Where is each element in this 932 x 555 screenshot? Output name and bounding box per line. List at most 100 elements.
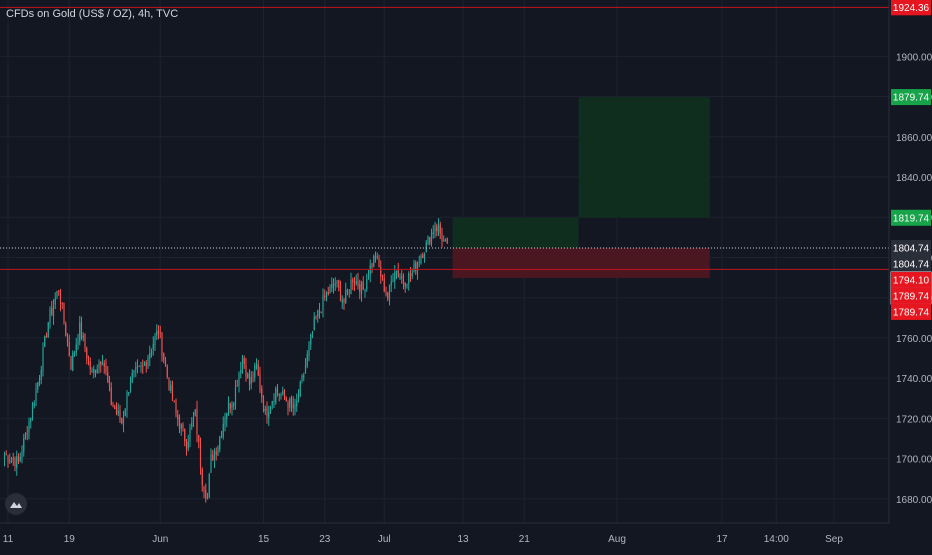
candle-body	[390, 281, 392, 286]
candle-body	[320, 311, 322, 313]
candle-body	[72, 353, 74, 371]
candle-body	[259, 374, 261, 390]
candle-body	[208, 474, 210, 498]
candle-body	[163, 353, 165, 360]
candle-body	[315, 316, 317, 318]
candle-body	[362, 282, 364, 290]
candle-body	[75, 344, 77, 353]
candle-body	[59, 291, 62, 304]
candle-body	[115, 407, 118, 414]
candle-body	[324, 295, 326, 297]
candle-body	[117, 410, 119, 415]
candle-body	[357, 280, 359, 287]
x-tick-label: 11	[3, 534, 14, 545]
candle-body	[161, 332, 163, 356]
candle-body	[86, 348, 88, 359]
candle-body	[3, 454, 6, 459]
candle-body	[84, 334, 86, 349]
tradingview-logo-icon[interactable]	[5, 493, 27, 515]
candle-body	[434, 227, 436, 232]
candle-body	[283, 391, 286, 398]
candle-body	[10, 459, 13, 462]
candle-body	[278, 393, 280, 396]
x-tick-label: Jun	[152, 534, 168, 545]
x-tick-label: 14:00	[764, 534, 789, 545]
candle-body	[240, 369, 242, 373]
candle-body	[154, 335, 156, 346]
candle-body	[35, 389, 37, 402]
candle-body	[110, 387, 112, 405]
candle-body	[289, 398, 291, 408]
candle-body	[280, 394, 282, 396]
y-tick-label: 1760.00	[896, 334, 932, 345]
candle-body	[360, 281, 363, 295]
candle-body	[422, 254, 424, 259]
candle-body	[292, 404, 294, 409]
candle-body	[329, 287, 331, 294]
candle-body	[348, 291, 350, 293]
price-stop-tag	[891, 303, 931, 320]
candle-body	[199, 442, 202, 468]
candle-body	[404, 283, 406, 287]
candle-body	[254, 366, 256, 378]
candle-body	[313, 316, 315, 331]
candle-body	[47, 322, 49, 338]
candle-body	[268, 412, 270, 419]
price-dark-tag	[891, 255, 931, 272]
candle-body	[61, 303, 63, 305]
candle-body	[54, 298, 56, 305]
candle-body	[198, 435, 200, 442]
price-alert-tag	[891, 0, 931, 16]
candle-body	[217, 447, 219, 455]
candle-body	[14, 458, 16, 467]
candle-body	[339, 286, 342, 301]
candle-body	[444, 239, 447, 242]
candle-body	[271, 401, 273, 406]
candle-body	[131, 372, 133, 383]
candle-body	[192, 417, 195, 422]
candle-body	[107, 372, 109, 382]
candle-body	[178, 417, 181, 430]
candle-body	[96, 368, 98, 374]
candle-body	[65, 324, 67, 337]
candle-body	[380, 266, 382, 277]
candle-body	[227, 403, 230, 416]
price-target-label: 1879.74	[893, 93, 930, 104]
candle-body	[374, 255, 377, 259]
candle-body	[19, 457, 21, 462]
x-tick-label: 13	[457, 534, 469, 545]
candle-body	[441, 233, 443, 242]
candle-body	[418, 261, 420, 263]
candle-body	[171, 386, 174, 400]
candle-body	[296, 400, 298, 407]
candle-body	[149, 353, 151, 359]
candle-body	[346, 289, 349, 292]
candle-body	[350, 279, 352, 295]
candle-body	[182, 424, 184, 428]
candle-body	[399, 277, 401, 279]
candle-body	[366, 279, 368, 290]
candle-body	[133, 370, 135, 373]
candle-body	[52, 305, 55, 317]
candle-body	[23, 438, 25, 452]
candle-body	[234, 386, 237, 404]
candle-body	[44, 336, 46, 348]
candle-body	[371, 263, 373, 268]
candle-body	[443, 239, 445, 242]
candle-body	[9, 461, 11, 463]
candle-body	[266, 407, 268, 417]
candle-body	[30, 418, 32, 422]
candle-body	[334, 284, 336, 286]
candle-body	[73, 351, 76, 354]
candle-body	[157, 331, 160, 334]
candle-body	[191, 422, 193, 427]
candle-body	[310, 334, 312, 345]
price-stop-tag	[891, 287, 931, 304]
candle-body	[245, 364, 247, 378]
candle-body	[378, 257, 380, 268]
candle-body	[353, 282, 356, 284]
candle-body	[304, 365, 307, 374]
candle-body	[318, 310, 321, 312]
